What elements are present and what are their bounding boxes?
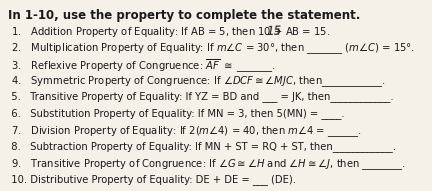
Text: 15: 15 [266, 24, 282, 37]
Text: 10. Distributive Property of Equality: DE + DE = ___ (DE).: 10. Distributive Property of Equality: D… [5, 174, 296, 185]
Text: 4.   Symmetric Property of Congruence: If $\angle DCF \cong \angle MJC$, then___: 4. Symmetric Property of Congruence: If … [5, 75, 385, 89]
Text: In 1-10, use the property to complete the statement.: In 1-10, use the property to complete th… [8, 9, 361, 22]
Text: 2.   Multiplication Property of Equality: If $m\angle C$ = 30°, then _______ $(m: 2. Multiplication Property of Equality: … [5, 41, 415, 56]
Text: 5.   Transitive Property of Equality: If YZ = BD and ___ = JK, then____________.: 5. Transitive Property of Equality: If Y… [5, 91, 394, 102]
Text: 3.   Reflexive Property of Congruence: $\overline{AF}$ $\cong$ _______.: 3. Reflexive Property of Congruence: $\o… [5, 58, 276, 75]
Text: 9.   Transitive Property of Congruence: If $\angle G \cong \angle H$ and $\angle: 9. Transitive Property of Congruence: If… [5, 157, 406, 172]
Text: 6.   Substitution Property of Equality: If MN = 3, then 5(MN) = ____.: 6. Substitution Property of Equality: If… [5, 108, 345, 119]
Text: 8.   Subtraction Property of Equality: If MN + ST = RQ + ST, then____________.: 8. Subtraction Property of Equality: If … [5, 141, 396, 152]
Text: 1.   Addition Property of Equality: If AB = 5, then 10 + AB = $\mathit{15}$.: 1. Addition Property of Equality: If AB … [5, 25, 330, 39]
Text: 7.   Division Property of Equality: If 2($m\angle$4) = 40, then $m\angle$4 = ___: 7. Division Property of Equality: If 2($… [5, 124, 362, 139]
